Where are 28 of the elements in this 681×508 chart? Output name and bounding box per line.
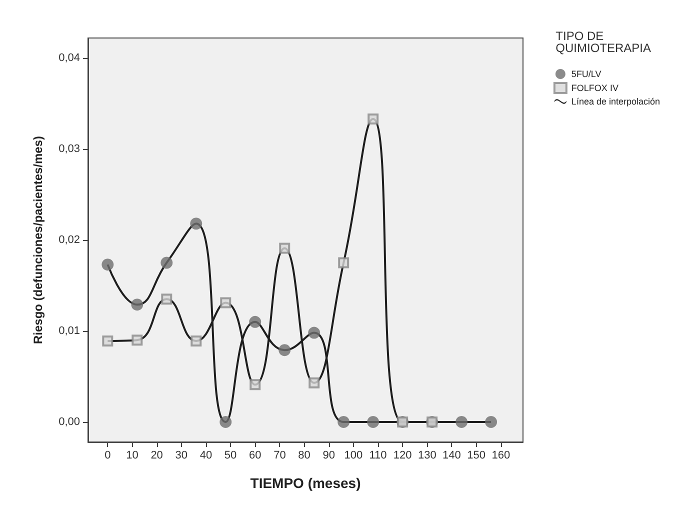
x-tick-label: 10 — [126, 450, 138, 462]
x-tick-label: 60 — [248, 450, 262, 462]
x-tick-label: 90 — [322, 450, 335, 462]
legend-label: Línea de interpolación — [571, 96, 660, 106]
y-tick-label: 0,03 — [58, 143, 80, 156]
x-tick-label: 70 — [274, 450, 286, 462]
legend-label: FOLFOX IV — [571, 83, 618, 93]
x-tick-label: 110 — [369, 450, 387, 462]
y-tick-label: 0,01 — [58, 324, 80, 337]
x-tick-label: 100 — [344, 450, 363, 462]
y-tick-label: 0,02 — [58, 234, 80, 246]
legend-label: 5FU/LV — [571, 69, 602, 79]
x-tick-label: 80 — [298, 450, 310, 462]
x-tick-label: 50 — [224, 450, 237, 462]
x-tick-label: 150 — [467, 450, 486, 462]
x-tick-label: 120 — [393, 450, 412, 462]
y-tick-label: 0,04 — [58, 52, 80, 64]
x-tick-label: 140 — [442, 450, 461, 462]
x-tick-label: 30 — [175, 450, 188, 462]
x-axis-title: TIEMPO (meses) — [250, 475, 361, 491]
x-tick-label: 160 — [492, 450, 510, 462]
y-axis-title: Riesgo (defunciones/pacientes/mes) — [31, 136, 45, 344]
x-tick-label: 40 — [200, 450, 212, 462]
x-tick-label: 0 — [104, 450, 111, 462]
legend-title: TIPO DE QUIMIOTERAPIA — [556, 29, 651, 55]
x-tick-label: 130 — [418, 450, 436, 462]
x-tick-label: 20 — [150, 450, 163, 462]
y-tick-label: 0,00 — [58, 416, 80, 428]
